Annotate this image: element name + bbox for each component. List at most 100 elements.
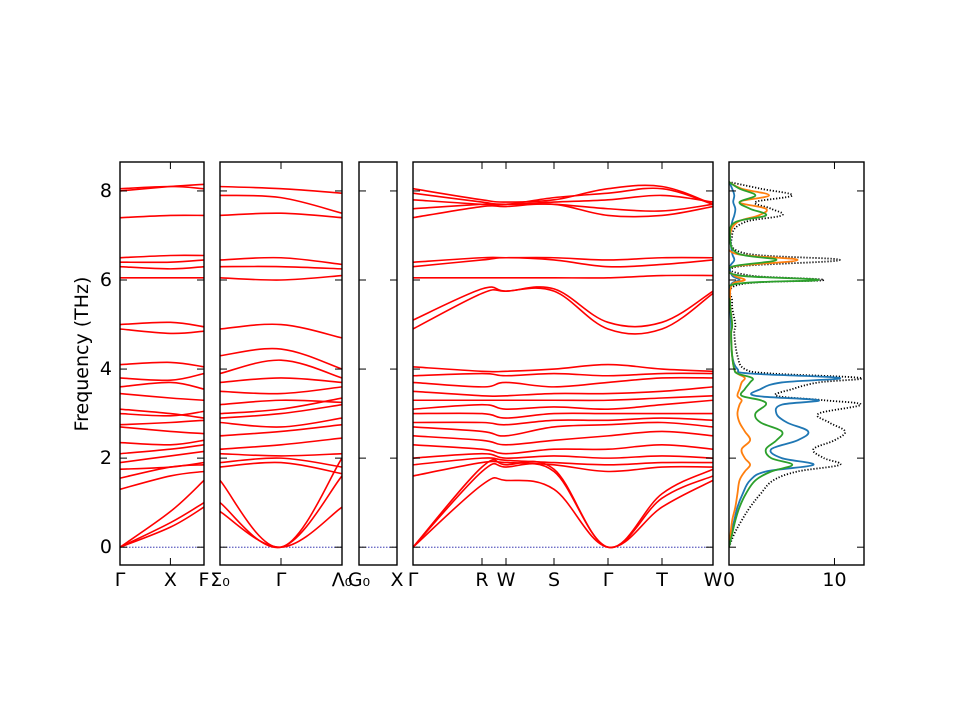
band-mode-10: [120, 426, 204, 435]
dos-x-tick-label: 10: [822, 569, 846, 591]
band-mode-2: [120, 501, 204, 548]
band-panel-1: Γ X F 0 2 4 6 8: [100, 161, 210, 591]
band-mode-1: [120, 479, 204, 548]
band-mode-20: [413, 274, 713, 279]
band-mode-7: [413, 443, 713, 455]
x-tick-label: F: [199, 569, 210, 591]
band-mode-5: [220, 457, 342, 468]
band-mode-26: [413, 187, 713, 206]
band-mode-26: [120, 185, 204, 190]
band-mode-15: [220, 359, 342, 379]
band-panel-frame: [358, 161, 398, 566]
band-mode-3: [220, 506, 342, 548]
band-mode-8: [220, 423, 342, 437]
band-mode-13: [413, 394, 713, 402]
band-mode-6: [413, 452, 713, 459]
band-mode-15: [120, 381, 204, 390]
y-tick-label: 8: [100, 180, 112, 202]
band-mode-12: [220, 399, 342, 406]
x-tick-label: T: [655, 569, 668, 591]
x-tick-label: X: [390, 569, 403, 591]
band-mode-11: [220, 397, 342, 415]
band-mode-10: [413, 417, 713, 426]
band-mode-3: [120, 506, 204, 548]
y-tick-label: 0: [100, 536, 112, 558]
x-tick-label: W: [497, 569, 516, 591]
band-mode-8: [413, 430, 713, 446]
band-mode-12: [120, 410, 204, 417]
band-mode-11: [120, 419, 204, 426]
band-mode-23: [120, 254, 204, 259]
band-mode-21: [120, 265, 204, 270]
band-mode-27: [413, 184, 713, 206]
band-mode-16: [220, 347, 342, 370]
band-mode-3: [413, 458, 713, 549]
band-mode-19: [413, 286, 713, 328]
band-mode-17: [120, 361, 204, 368]
band-mode-21: [413, 256, 713, 268]
band-mode-4: [220, 461, 342, 475]
band-mode-14: [220, 377, 342, 384]
x-tick-label: Γ: [603, 569, 614, 591]
band-mode-20: [220, 256, 342, 266]
band-mode-18: [220, 274, 342, 281]
y-axis-label: Frequency (THz): [71, 277, 93, 432]
band-mode-1: [413, 477, 713, 548]
x-tick-label: Γ: [115, 569, 126, 591]
band-mode-22: [413, 256, 713, 263]
dos-frame: [728, 161, 865, 566]
band-mode-16: [120, 372, 204, 382]
band-mode-18: [413, 287, 713, 335]
x-tick-label: S: [548, 569, 560, 591]
band-panel-3: G₀ X: [348, 161, 404, 591]
band-lines: [413, 184, 713, 549]
band-mode-19: [220, 265, 342, 270]
band-mode-21: [220, 212, 342, 219]
x-tick-label: Σ₀: [210, 569, 230, 591]
band-mode-17: [413, 363, 713, 373]
band-mode-12: [413, 399, 713, 410]
band-panel-2: Σ₀ Γ Λ₀: [210, 161, 353, 591]
y-tick-label: 6: [100, 269, 112, 291]
x-tick-label: Λ₀: [332, 569, 353, 591]
band-mode-14: [120, 392, 204, 402]
band-mode-17: [220, 323, 342, 339]
band-mode-15: [413, 376, 713, 388]
band-mode-18: [120, 328, 204, 335]
band-mode-9: [220, 417, 342, 428]
x-tick-label: G₀: [348, 569, 370, 591]
x-tick-label: Γ: [408, 569, 419, 591]
dos-curves: [729, 181, 863, 548]
band-mode-4: [120, 470, 204, 491]
band-mode-22: [220, 194, 342, 215]
band-mode-9: [120, 439, 204, 446]
band-mode-14: [413, 386, 713, 398]
band-mode-22: [120, 259, 204, 264]
x-tick-label: R: [475, 569, 488, 591]
dos-series-4: [729, 181, 820, 548]
band-mode-2: [413, 462, 713, 549]
band-mode-7: [220, 437, 342, 451]
y-tick-label: 4: [100, 358, 112, 380]
band-mode-6: [220, 452, 342, 457]
band-mode-16: [413, 372, 713, 377]
x-tick-label: X: [164, 569, 177, 591]
dos-series-1: [729, 181, 863, 548]
band-lines: [120, 183, 204, 548]
band-mode-9: [413, 421, 713, 437]
band-panel-frame: [412, 161, 714, 566]
y-tick-label: 2: [100, 447, 112, 469]
band-mode-7: [120, 450, 204, 464]
band-mode-8: [120, 443, 204, 455]
band-panel-frame: [119, 161, 205, 566]
x-tick-label: W: [704, 569, 723, 591]
dos-panel: 0 10: [723, 161, 865, 591]
band-lines: [220, 185, 342, 549]
band-mode-13: [120, 408, 204, 419]
band-mode-11: [413, 412, 713, 419]
band-mode-13: [220, 386, 342, 395]
